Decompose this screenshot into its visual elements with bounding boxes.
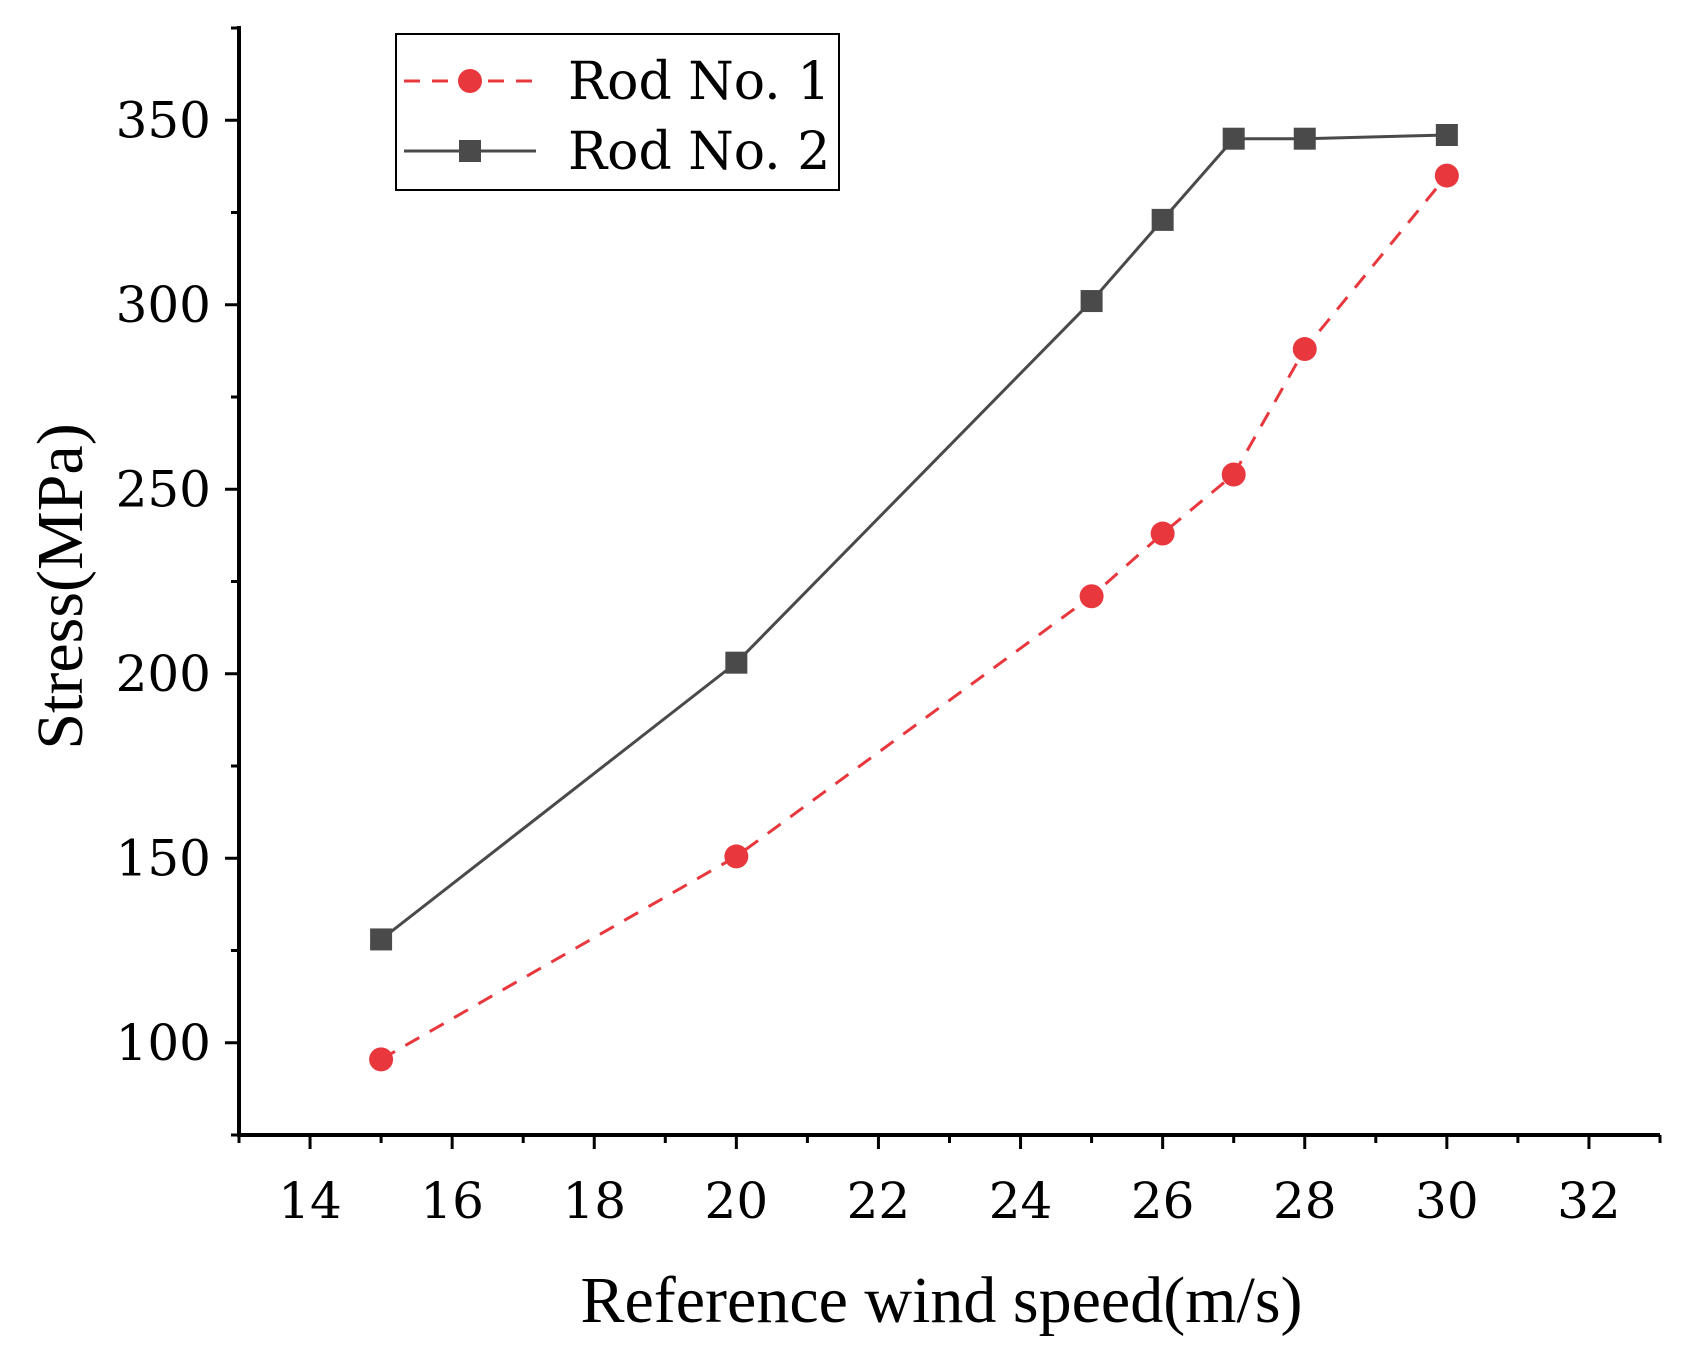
y-tick-label: 100: [116, 1014, 211, 1072]
legend-item: Rod No. 1: [404, 52, 830, 112]
x-tick-label: 32: [1557, 1172, 1621, 1230]
legend-marker: [459, 140, 481, 162]
x-tick-label: 22: [847, 1172, 911, 1230]
y-axis-title: Stress(MPa): [24, 423, 97, 749]
x-tick-label: 20: [705, 1172, 769, 1230]
data-point: [370, 928, 393, 951]
legend-item: Rod No. 2: [404, 122, 830, 182]
legend-label: Rod No. 1: [568, 52, 830, 112]
data-point: [724, 844, 749, 869]
data-point: [1221, 462, 1246, 487]
series-1: [369, 163, 1459, 1072]
y-tick-label: 150: [116, 829, 211, 887]
data-point: [1222, 127, 1245, 150]
legend-marker: [458, 69, 482, 93]
axes: 100 150 200 250 300 350 14 16 18 20 22 24 26 28 30 32: [116, 26, 1662, 1230]
x-tick-label: 16: [420, 1172, 484, 1230]
x-axis-title: Reference wind speed(m/s): [580, 1264, 1302, 1337]
series-line: [380, 133, 1447, 941]
data-point: [1079, 584, 1104, 609]
data-point: [725, 651, 748, 674]
data-point: [1292, 337, 1317, 362]
data-point: [1434, 163, 1459, 188]
y-tick-label: 250: [116, 460, 211, 518]
x-ticks: 14 16 18 20 22 24 26 28 30 32: [237, 1135, 1662, 1230]
x-tick-label: 14: [278, 1172, 342, 1230]
data-point: [1150, 521, 1175, 546]
series-line: [380, 174, 1449, 1061]
x-tick-label: 26: [1131, 1172, 1195, 1230]
legend-box: [395, 33, 840, 191]
legend-label: Rod No. 2: [568, 122, 830, 182]
y-tick-label: 300: [116, 276, 211, 334]
series: [369, 124, 1459, 1072]
y-tick-label: 350: [116, 91, 211, 149]
x-tick-label: 18: [562, 1172, 626, 1230]
legend: Rod No. 1 Rod No. 2: [395, 33, 840, 191]
y-ticks: 100 150 200 250 300 350: [116, 26, 239, 1137]
data-point: [1435, 124, 1458, 147]
data-point: [1151, 208, 1174, 231]
x-tick-label: 28: [1273, 1172, 1337, 1230]
y-tick-label: 200: [116, 645, 211, 703]
x-tick-label: 30: [1415, 1172, 1479, 1230]
series-2: [370, 124, 1458, 951]
x-tick-label: 24: [989, 1172, 1053, 1230]
legend-items: Rod No. 1 Rod No. 2: [404, 52, 830, 182]
data-point: [1293, 127, 1316, 150]
data-point: [369, 1047, 394, 1072]
data-point: [1080, 290, 1103, 313]
